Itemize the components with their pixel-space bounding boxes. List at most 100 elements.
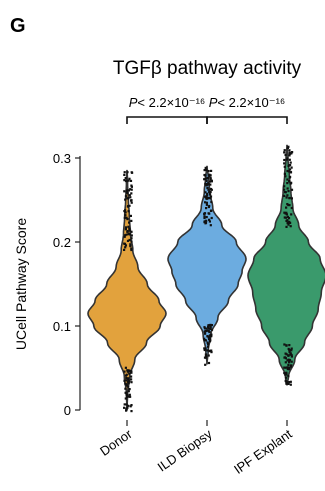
data-point bbox=[283, 149, 286, 152]
data-point bbox=[123, 406, 126, 409]
data-point bbox=[130, 381, 133, 384]
data-point bbox=[288, 351, 291, 354]
data-point bbox=[126, 370, 129, 373]
data-point bbox=[203, 330, 206, 333]
data-point bbox=[128, 238, 131, 242]
data-point bbox=[289, 171, 293, 174]
data-point bbox=[127, 385, 130, 388]
data-point bbox=[287, 223, 290, 226]
data-point bbox=[287, 354, 290, 357]
data-point bbox=[124, 387, 127, 390]
data-point bbox=[125, 233, 128, 236]
data-point bbox=[283, 158, 286, 162]
data-point bbox=[206, 177, 209, 180]
data-point bbox=[130, 192, 133, 195]
data-point bbox=[290, 197, 293, 200]
data-point bbox=[126, 197, 129, 200]
data-point bbox=[124, 211, 127, 214]
x-tick-label: ILD Biopsy bbox=[155, 426, 216, 475]
data-point bbox=[289, 161, 292, 164]
data-point bbox=[124, 195, 128, 198]
data-point bbox=[204, 182, 207, 185]
data-point bbox=[129, 395, 132, 398]
data-point bbox=[129, 214, 132, 217]
data-point bbox=[205, 216, 208, 219]
data-point bbox=[289, 352, 292, 355]
data-point bbox=[283, 343, 286, 346]
data-point bbox=[130, 378, 133, 381]
data-point bbox=[287, 190, 290, 193]
data-point bbox=[125, 403, 128, 406]
data-point bbox=[203, 337, 206, 340]
data-point bbox=[205, 203, 208, 206]
data-point bbox=[124, 209, 127, 212]
data-point bbox=[203, 339, 206, 342]
data-point bbox=[125, 384, 128, 387]
data-point bbox=[125, 216, 128, 219]
data-point bbox=[287, 217, 291, 220]
data-point bbox=[287, 382, 290, 385]
data-point bbox=[210, 335, 213, 338]
data-point bbox=[130, 201, 133, 204]
data-point bbox=[128, 227, 131, 230]
data-point bbox=[283, 211, 286, 214]
data-point bbox=[203, 326, 206, 329]
data-point bbox=[123, 370, 126, 373]
data-point bbox=[287, 170, 291, 173]
jitter-points bbox=[123, 171, 134, 413]
data-point bbox=[289, 380, 292, 383]
data-point bbox=[207, 354, 210, 357]
data-point bbox=[206, 345, 210, 348]
data-point bbox=[288, 196, 291, 200]
data-point bbox=[283, 165, 286, 168]
data-point bbox=[130, 219, 133, 222]
data-point bbox=[290, 347, 293, 350]
data-point bbox=[290, 206, 293, 210]
data-point bbox=[124, 198, 127, 201]
data-point bbox=[124, 226, 128, 229]
data-point bbox=[123, 242, 126, 245]
data-point bbox=[209, 174, 212, 177]
data-point bbox=[127, 189, 130, 192]
data-point bbox=[128, 380, 131, 383]
data-point bbox=[127, 369, 130, 372]
data-point bbox=[127, 404, 130, 407]
data-point bbox=[290, 353, 293, 357]
data-point bbox=[288, 158, 291, 161]
data-point bbox=[126, 380, 129, 383]
data-point bbox=[125, 409, 128, 412]
data-point bbox=[208, 324, 211, 327]
data-point bbox=[287, 363, 290, 366]
data-point bbox=[124, 179, 128, 183]
data-point bbox=[208, 173, 211, 176]
data-point bbox=[205, 183, 208, 186]
data-point bbox=[206, 329, 209, 332]
data-point bbox=[131, 171, 134, 174]
data-point bbox=[287, 374, 290, 378]
data-point bbox=[285, 206, 288, 209]
data-point bbox=[208, 220, 211, 223]
data-point bbox=[284, 373, 287, 376]
data-point bbox=[286, 366, 289, 369]
data-point bbox=[207, 188, 210, 191]
data-point bbox=[210, 349, 213, 352]
data-point bbox=[203, 347, 206, 350]
data-point bbox=[124, 214, 127, 217]
data-point bbox=[205, 219, 208, 222]
data-point bbox=[209, 224, 212, 227]
data-point bbox=[286, 187, 289, 190]
data-point bbox=[210, 200, 213, 204]
data-point bbox=[207, 324, 210, 327]
data-point bbox=[289, 383, 292, 386]
data-point bbox=[288, 204, 291, 207]
data-point bbox=[286, 169, 289, 173]
data-point bbox=[128, 194, 131, 197]
data-point bbox=[126, 218, 129, 221]
data-point bbox=[204, 191, 207, 194]
data-point bbox=[286, 194, 289, 197]
jitter-points bbox=[203, 166, 214, 366]
data-point bbox=[207, 212, 210, 215]
data-point bbox=[283, 188, 286, 191]
data-point bbox=[283, 185, 286, 188]
